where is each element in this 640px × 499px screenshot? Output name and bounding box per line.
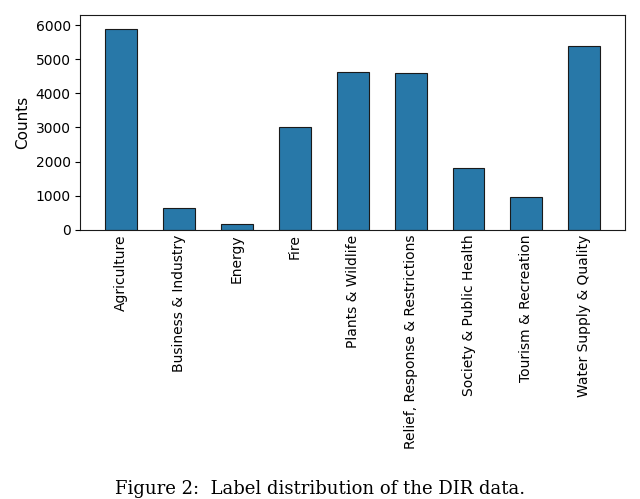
Bar [452,168,484,230]
Bar [221,224,253,230]
Text: Figure 2:  Label distribution of the DIR data.: Figure 2: Label distribution of the DIR … [115,480,525,498]
Bar [163,208,195,230]
Bar [568,46,600,230]
Y-axis label: Counts: Counts [15,96,30,149]
Bar [395,72,426,230]
Bar [105,28,137,230]
Bar [279,127,311,230]
Bar [337,72,369,230]
Bar [511,197,542,230]
